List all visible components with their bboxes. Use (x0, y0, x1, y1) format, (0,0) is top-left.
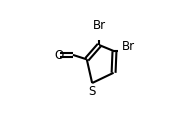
Text: O: O (55, 49, 64, 62)
Text: Br: Br (122, 39, 135, 52)
Text: Br: Br (93, 19, 106, 32)
Text: S: S (89, 84, 96, 97)
